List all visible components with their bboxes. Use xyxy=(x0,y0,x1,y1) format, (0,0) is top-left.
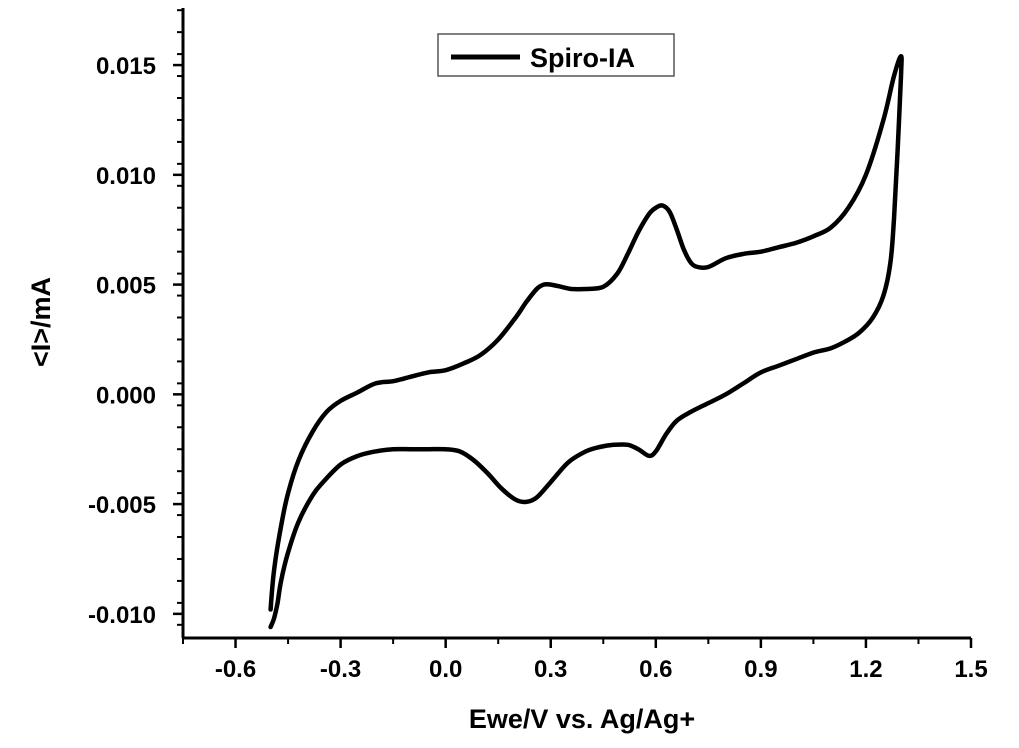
y-tick-label: -0.010 xyxy=(88,602,156,629)
y-tick-label: 0.015 xyxy=(96,53,156,80)
x-tick-label: 1.5 xyxy=(954,656,987,683)
series-line-spiro-ia xyxy=(268,54,904,630)
y-tick-label: 0.010 xyxy=(96,163,156,190)
plot-area xyxy=(268,54,904,630)
axes xyxy=(181,8,971,640)
y-axis-ticks: -0.010 -0.005 0.000 0.005 0.010 0.015 xyxy=(88,9,183,629)
x-tick-label: 0.0 xyxy=(429,656,462,683)
x-tick-label: 0.3 xyxy=(534,656,567,683)
y-tick-label: 0.000 xyxy=(96,382,156,409)
x-axis-ticks: -0.6 -0.3 0.0 0.3 0.6 0.9 1.2 1.5 xyxy=(182,638,988,683)
x-tick-label: -0.6 xyxy=(215,656,256,683)
y-tick-label: -0.005 xyxy=(88,492,156,519)
x-tick-label: 0.6 xyxy=(639,656,672,683)
legend-label-spiro-ia: Spiro-IA xyxy=(530,43,635,73)
x-tick-label: 0.9 xyxy=(744,656,777,683)
y-axis-title: <I>/mA xyxy=(26,277,56,367)
x-axis-title: Ewe/V vs. Ag/Ag+ xyxy=(469,704,695,734)
x-tick-label: -0.3 xyxy=(320,656,361,683)
y-tick-label: 0.005 xyxy=(96,273,156,300)
x-tick-label: 1.2 xyxy=(849,656,882,683)
legend: Spiro-IA xyxy=(437,33,675,77)
